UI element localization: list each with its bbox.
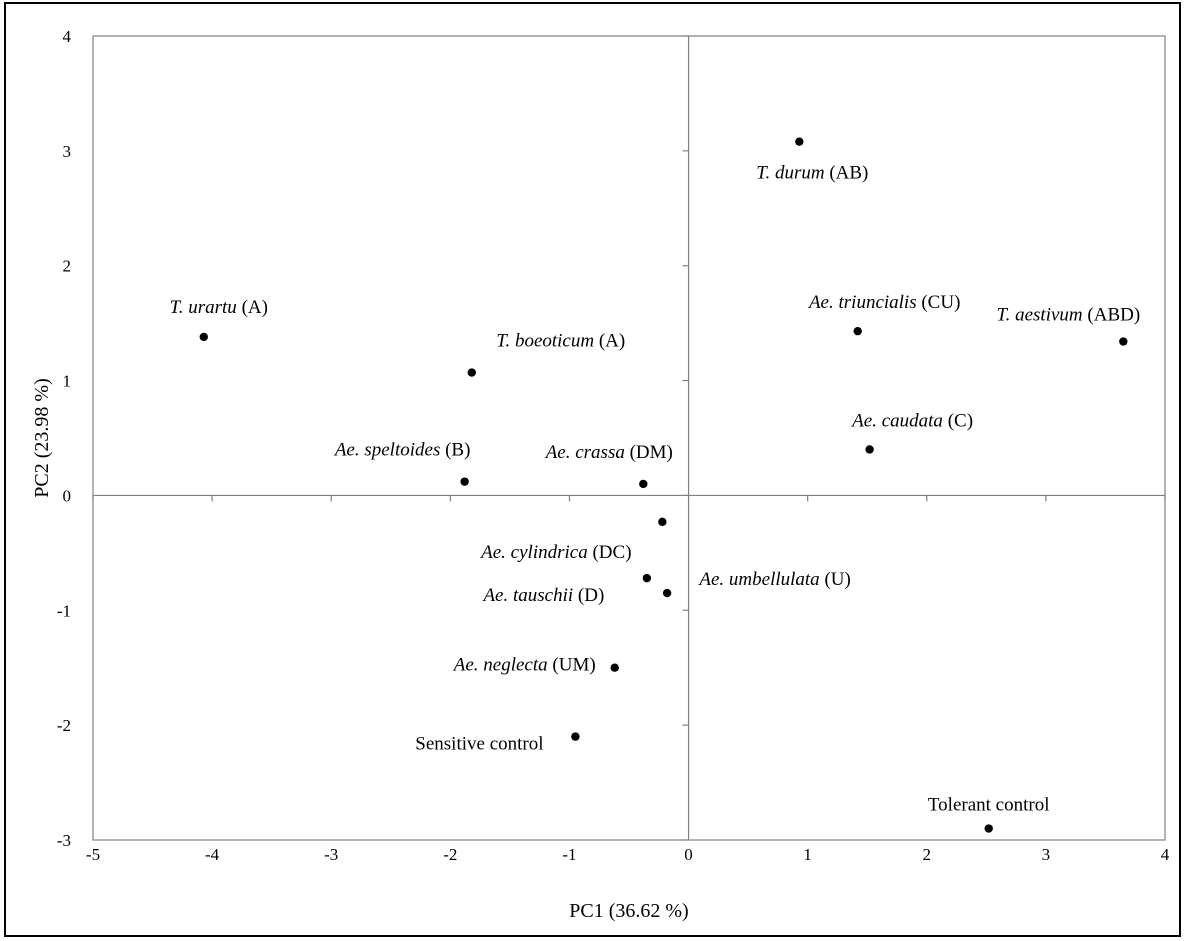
y-tick-label: 3	[63, 142, 72, 161]
x-tick-label: -5	[86, 845, 100, 864]
point-label: T. urartu (A)	[170, 297, 268, 318]
y-tick-labels: -3 -2 -1 0 1 2 3 4	[57, 27, 72, 850]
data-point	[467, 368, 476, 377]
x-tick-label: 1	[803, 845, 812, 864]
x-tick-label: 3	[1042, 845, 1051, 864]
data-points	[199, 137, 1128, 833]
data-point	[658, 517, 667, 527]
axes	[92, 35, 1166, 841]
point-labels: T. urartu (A) T. boeoticum (A) Ae. speltoi…	[170, 163, 1141, 816]
point-label: Ae. crassa (DM)	[544, 442, 673, 463]
y-tick-label: -2	[57, 716, 71, 735]
point-label: Ae. neglecta (UM)	[452, 655, 596, 676]
x-tick-labels: -5 -4 -3 -2 -1 0 1 2 3 4	[86, 845, 1170, 864]
x-tick-label: -4	[205, 845, 220, 864]
y-tick-label: -1	[57, 601, 71, 620]
y-tick-label: 0	[63, 486, 72, 505]
point-label: Ae. cylindrica (DC)	[479, 542, 631, 563]
data-point	[1119, 337, 1128, 346]
data-point	[639, 479, 648, 489]
point-label: Sensitive control	[415, 734, 543, 755]
point-label: T. aestivum (ABD)	[996, 305, 1140, 326]
data-point	[642, 573, 652, 583]
data-point	[795, 137, 804, 146]
x-tick-label: 4	[1161, 845, 1170, 864]
x-axis-label: PC1 (36.62 %)	[569, 900, 688, 922]
data-point	[853, 326, 862, 336]
x-tick-label: 0	[684, 845, 693, 864]
point-label: T. durum (AB)	[756, 163, 868, 184]
data-point	[460, 477, 469, 486]
data-point	[865, 445, 874, 454]
point-label: T. boeoticum (A)	[496, 331, 625, 352]
y-tick-label: 1	[63, 372, 72, 391]
point-label: Ae. speltoides (B)	[333, 440, 471, 461]
y-tick-label: 4	[63, 27, 72, 46]
data-point	[662, 588, 672, 598]
data-point	[610, 663, 619, 672]
data-point	[984, 824, 993, 833]
x-tick-label: -3	[324, 845, 338, 864]
point-label: Tolerant control	[928, 795, 1050, 816]
point-label: Ae. triuncialis (CU)	[807, 292, 960, 313]
x-tick-label: 2	[923, 845, 932, 864]
x-tick-label: -2	[443, 845, 457, 864]
y-axis-label: PC2 (23.98 %)	[31, 378, 53, 497]
y-tick-label: -3	[57, 831, 71, 850]
y-tick-label: 2	[63, 257, 72, 276]
data-point	[571, 732, 580, 741]
figure-frame	[4, 2, 1181, 937]
point-label: Ae. tauschii (D)	[481, 585, 604, 606]
plot-area	[92, 35, 1166, 841]
point-label: Ae. umbellulata (U)	[697, 569, 850, 590]
data-point	[199, 332, 208, 342]
point-label: Ae. caudata (C)	[850, 410, 973, 431]
x-tick-label: -1	[562, 845, 576, 864]
